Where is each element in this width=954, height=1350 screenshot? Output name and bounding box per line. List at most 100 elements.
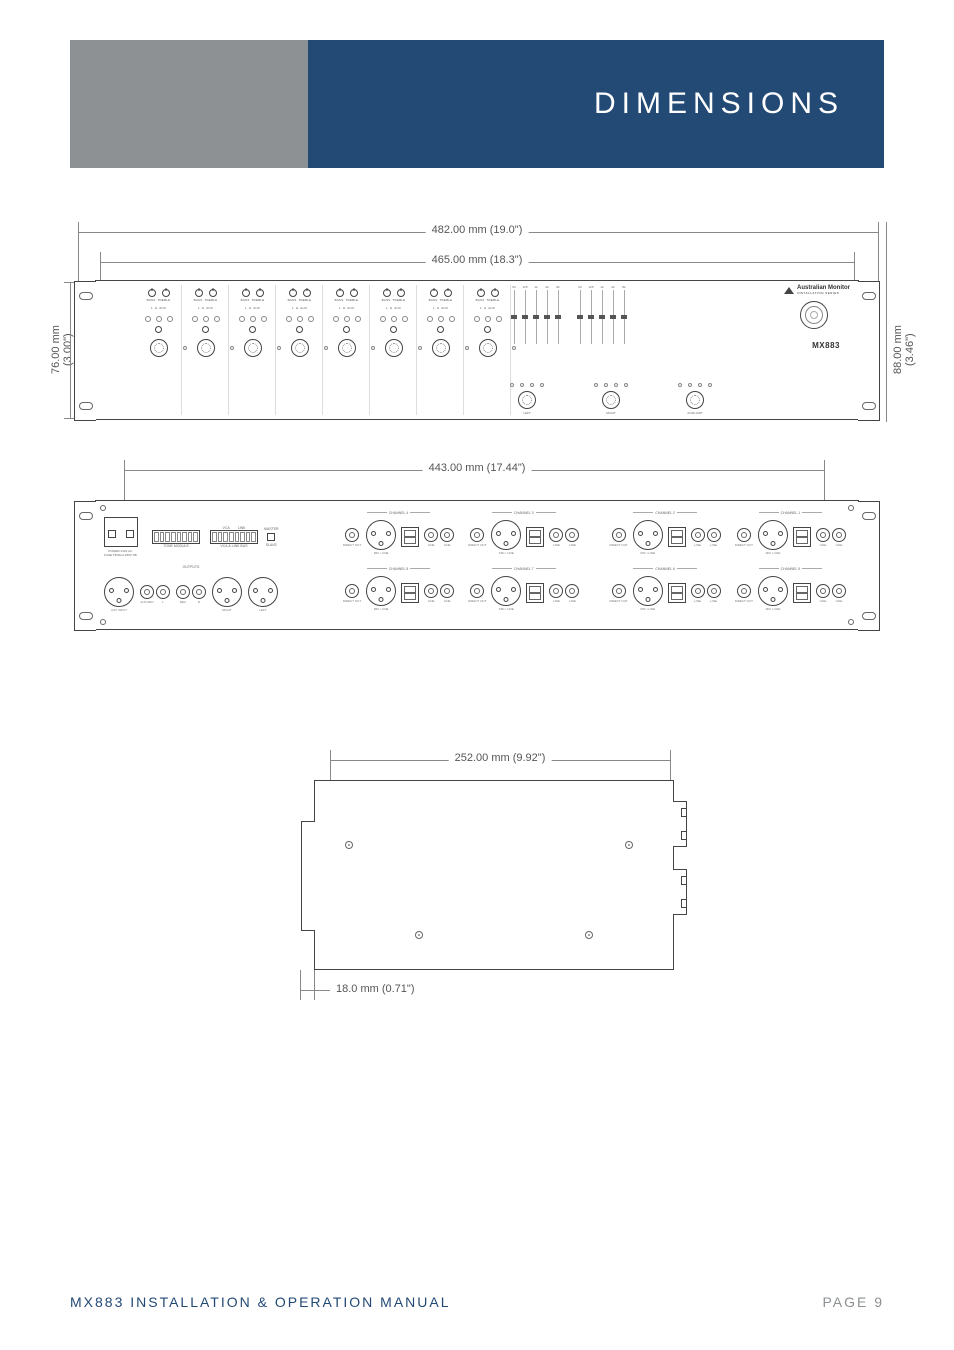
eq-right: 63 125 1k 2k 8k bbox=[576, 285, 628, 344]
rear-channel-group: CHANNEL 5 DIRECT OUT MIC / LINE LINE LIN… bbox=[731, 576, 850, 611]
bass-knob bbox=[148, 289, 156, 297]
trs-icon bbox=[737, 528, 751, 542]
channel-strip: BASS TREBLE L H AUX bbox=[418, 285, 464, 415]
trs-icon bbox=[832, 584, 846, 598]
dip-switch-icon bbox=[210, 530, 258, 544]
power-label: POWER 240V AC FUSE T500mA 250V SB bbox=[104, 549, 137, 557]
trs-icon bbox=[192, 585, 206, 599]
brand-logo: Australian Monitor INSTALLATION SERIES bbox=[784, 285, 850, 295]
route-led bbox=[250, 316, 256, 322]
rack-ear-left bbox=[74, 281, 96, 421]
rear-panel-face: POWER 240V AC FUSE T500mA 250V SB TONE M… bbox=[95, 500, 859, 630]
rear-channel-group: CHANNEL 7 DIRECT OUT MIC / LINE LINE LIN… bbox=[464, 576, 583, 611]
rear-top-row: POWER 240V AC FUSE T500mA 250V SB TONE M… bbox=[104, 511, 850, 563]
treble-knob bbox=[397, 289, 405, 297]
xlr-icon bbox=[212, 577, 242, 607]
bass-knob bbox=[383, 289, 391, 297]
level-knob bbox=[244, 339, 262, 357]
master-switch-icon bbox=[267, 533, 275, 541]
mute-button-icon bbox=[437, 326, 444, 333]
channel-strip: BASS TREBLE L H AUX bbox=[230, 285, 276, 415]
front-panel-face: /* strips generated below via template r… bbox=[95, 280, 859, 420]
route-led bbox=[297, 316, 303, 322]
dim-height-right: 88.00 mm (3.46") bbox=[892, 280, 916, 420]
dim-tick bbox=[124, 460, 125, 502]
channel-title: CHANNEL 4 bbox=[339, 511, 458, 515]
header-blue-bar: DIMENSIONS bbox=[308, 40, 884, 168]
euroblock-icon bbox=[401, 527, 419, 547]
rear-channel-group: CHANNEL 4 DIRECT OUT MIC / LINE LINE LIN… bbox=[339, 520, 458, 555]
xlr-icon bbox=[104, 577, 134, 607]
trs-icon bbox=[345, 528, 359, 542]
dim-height-left-mm: 76.00 mm bbox=[50, 326, 62, 375]
xlr-icon bbox=[248, 577, 278, 607]
route-led bbox=[239, 316, 245, 322]
model-label: MX883 bbox=[812, 341, 840, 350]
route-led bbox=[203, 316, 209, 322]
right-label: RIGHT bbox=[222, 608, 231, 612]
rear-bottom-row: OUTPUTS AUX INPUT AUX REC L REC bbox=[104, 567, 850, 619]
eq-band: 63 bbox=[576, 285, 584, 289]
output-knob-left: LEFT bbox=[510, 383, 544, 415]
trs-icon bbox=[737, 584, 751, 598]
mute-button-icon bbox=[343, 326, 350, 333]
trs-icon bbox=[707, 584, 721, 598]
routing-labels: L H AUX bbox=[183, 306, 228, 310]
rack-slot bbox=[862, 612, 876, 620]
page: DIMENSIONS 482.00 mm (19.0") 465.00 mm (… bbox=[0, 0, 954, 1350]
xlr-icon bbox=[758, 520, 788, 550]
level-knob bbox=[150, 339, 168, 357]
knob-labels: BASS TREBLE bbox=[277, 298, 322, 302]
tone-module-label: TONE MODULE bbox=[163, 544, 189, 548]
xlr-icon bbox=[366, 520, 396, 550]
route-led bbox=[145, 316, 151, 322]
trs-icon bbox=[612, 584, 626, 598]
level-knob bbox=[479, 339, 497, 357]
rear-channel-group: CHANNEL 1 DIRECT OUT MIC / LINE LINE LIN… bbox=[731, 520, 850, 555]
rear-channel-group: CHANNEL 2 DIRECT OUT MIC / LINE LINE LIN… bbox=[605, 520, 724, 555]
channel-title: CHANNEL 5 bbox=[731, 567, 850, 571]
dim-side-depth: 252.00 mm (9.92") bbox=[449, 752, 552, 764]
screw-icon bbox=[415, 931, 423, 939]
bass-knob bbox=[336, 289, 344, 297]
mute-button-icon bbox=[155, 326, 162, 333]
page-title: DIMENSIONS bbox=[594, 87, 844, 121]
knob-labels: BASS TREBLE bbox=[183, 298, 228, 302]
route-led bbox=[156, 316, 162, 322]
eq-left: 63 125 1k 2k 8k bbox=[510, 285, 562, 344]
channel-title: CHANNEL 7 bbox=[464, 567, 583, 571]
trs-icon bbox=[612, 528, 626, 542]
aux-input-label: AUX INPUT bbox=[111, 608, 127, 612]
xlr-icon bbox=[366, 576, 396, 606]
route-led bbox=[438, 316, 444, 322]
route-led bbox=[261, 316, 267, 322]
screw-icon bbox=[100, 619, 106, 625]
level-knob bbox=[432, 339, 450, 357]
trs-icon bbox=[176, 585, 190, 599]
rack-slot bbox=[862, 512, 876, 520]
eq-band: 125 bbox=[521, 285, 529, 289]
r-label: R bbox=[198, 600, 200, 604]
euroblock-icon bbox=[668, 583, 686, 603]
channel-title: CHANNEL 6 bbox=[605, 567, 724, 571]
iec-inlet-icon bbox=[104, 517, 138, 547]
trs-icon bbox=[345, 584, 359, 598]
treble-knob bbox=[256, 289, 264, 297]
trs-icon bbox=[691, 584, 705, 598]
knob-labels: BASS TREBLE bbox=[324, 298, 369, 302]
routing-labels: L H AUX bbox=[230, 306, 275, 310]
dim-line-height-right bbox=[886, 222, 887, 422]
level-knob bbox=[291, 339, 309, 357]
screw-icon bbox=[345, 841, 353, 849]
vca-link-label: VCA & LINK BUS bbox=[220, 544, 247, 548]
trs-icon bbox=[816, 584, 830, 598]
rear-panel-drawing: POWER 240V AC FUSE T500mA 250V SB TONE M… bbox=[95, 500, 859, 630]
side-bracket-right-top bbox=[673, 801, 687, 847]
rack-ear-left bbox=[74, 501, 96, 631]
trs-icon bbox=[565, 584, 579, 598]
bass-knob bbox=[477, 289, 485, 297]
outputs-label: OUTPUTS bbox=[104, 565, 278, 569]
routing-labels: L H AUX bbox=[418, 306, 463, 310]
master-label: MASTER bbox=[264, 527, 279, 531]
eq-band: 1k bbox=[532, 285, 540, 289]
